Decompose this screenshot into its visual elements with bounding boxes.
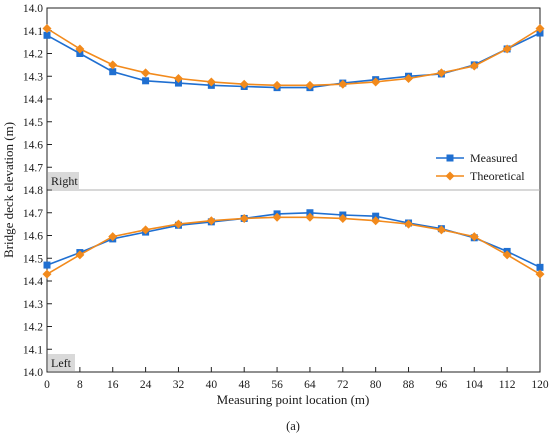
data-point-theoretical [338, 79, 348, 89]
data-point-measured [43, 261, 51, 269]
data-point-theoretical [239, 79, 249, 89]
x-tick-label: 80 [370, 379, 382, 391]
data-point-theoretical [305, 212, 315, 222]
x-tick-label: 56 [271, 379, 283, 391]
data-point-theoretical [371, 77, 381, 87]
panel-tag-right: Right [48, 172, 79, 189]
legend-label-measured: Measured [470, 151, 517, 165]
y-tick-label: 14.0 [23, 367, 43, 379]
data-point-measured [76, 50, 84, 57]
data-point-measured [306, 209, 314, 217]
legend: Measured Theoretical [436, 151, 525, 183]
x-tick-label: 40 [206, 379, 218, 391]
data-point-theoretical [206, 77, 216, 87]
legend-item-measured: Measured [436, 151, 517, 165]
data-point-theoretical [108, 60, 118, 70]
data-point-theoretical [469, 61, 479, 71]
data-point-measured [372, 212, 380, 220]
y-tick-label: 14.4 [23, 276, 43, 288]
data-point-theoretical [173, 219, 183, 229]
data-point-theoretical [173, 74, 183, 84]
y-axis-title: Bridge deck elevation (m) [1, 122, 16, 258]
data-point-theoretical [371, 216, 381, 226]
data-point-theoretical [535, 23, 545, 33]
x-tick-label: 32 [173, 379, 185, 391]
data-point-theoretical [436, 225, 446, 235]
data-point-theoretical [42, 269, 52, 279]
data-point-theoretical [75, 44, 85, 54]
x-tick-label: 0 [44, 379, 50, 391]
series-line-theoretical-left [46, 216, 541, 275]
x-tick-label: 48 [238, 379, 250, 391]
y-tick-label: 14.4 [23, 94, 43, 106]
data-point-theoretical [272, 80, 282, 90]
x-tick-label: 64 [304, 379, 316, 391]
y-tick-label: 14.1 [23, 26, 43, 38]
x-tick-label: 96 [436, 379, 448, 391]
y-tick-label: 14.6 [23, 231, 43, 243]
legend-item-theoretical: Theoretical [436, 169, 525, 183]
data-point-theoretical [305, 80, 315, 90]
data-point-measured [536, 29, 544, 37]
y-tick-label: 14.8 [23, 185, 43, 197]
panel-tag-left-label: Left [51, 356, 72, 370]
panel-tag-right-label: Right [51, 174, 78, 188]
x-tick-label: 120 [531, 379, 549, 391]
x-tick-label: 112 [499, 379, 516, 391]
y-tick-label: 14.1 [23, 344, 43, 356]
legend-label-theoretical: Theoretical [470, 169, 525, 183]
y-tick-label: 14.6 [23, 140, 43, 152]
data-point-theoretical [141, 225, 151, 235]
data-point-theoretical [108, 232, 118, 242]
data-point-theoretical [75, 250, 85, 260]
x-axis-title: Measuring point location (m) [217, 392, 370, 407]
x-tick-label: 24 [140, 379, 152, 391]
y-axis-ticks: 14.0 14.1 14.2 14.3 14.4 14.5 14.6 14.7 14.8 14.0… [23, 3, 52, 379]
data-point-measured [43, 31, 51, 39]
x-axis-ticks: 0 8 16 24 32 40 48 56 64 72 80 88 96 104 112 120 [44, 367, 549, 391]
series-line-theoretical-right [46, 27, 541, 87]
x-tick-label: 88 [403, 379, 415, 391]
data-point-theoretical [141, 68, 151, 78]
series-layer [42, 23, 545, 279]
x-tick-label: 16 [107, 379, 119, 391]
data-point-measured [174, 79, 182, 87]
y-tick-label: 14.5 [23, 253, 43, 265]
panel-tag-left: Left [48, 354, 75, 371]
x-tick-label: 72 [337, 379, 349, 391]
y-tick-label: 14.2 [23, 322, 43, 334]
y-tick-label: 14.3 [23, 71, 43, 83]
data-point-theoretical [404, 74, 414, 84]
data-point-theoretical [42, 23, 52, 33]
data-point-measured [109, 68, 117, 76]
y-tick-label: 14.7 [23, 208, 43, 220]
y-tick-label: 14.7 [23, 162, 43, 174]
data-point-theoretical [272, 212, 282, 222]
data-point-measured [142, 77, 150, 85]
x-tick-label: 8 [77, 379, 83, 391]
x-tick-label: 104 [466, 379, 484, 391]
figure-caption: (a) [286, 419, 300, 433]
data-point-measured [536, 263, 544, 271]
y-tick-label: 14.2 [23, 49, 43, 61]
data-point-theoretical [436, 68, 446, 78]
data-point-theoretical [338, 213, 348, 223]
data-point-theoretical [502, 44, 512, 54]
data-point-theoretical [535, 269, 545, 279]
y-tick-label: 14.5 [23, 117, 43, 129]
y-tick-label: 14.3 [23, 299, 43, 311]
data-point-theoretical [206, 216, 216, 226]
y-tick-label: 14.0 [23, 3, 43, 15]
data-point-theoretical [502, 250, 512, 260]
series-line-measured-left [46, 211, 541, 269]
data-point-theoretical [469, 232, 479, 242]
data-point-theoretical [239, 213, 249, 223]
data-point-theoretical [404, 219, 414, 229]
series-line-measured-right [46, 32, 541, 89]
